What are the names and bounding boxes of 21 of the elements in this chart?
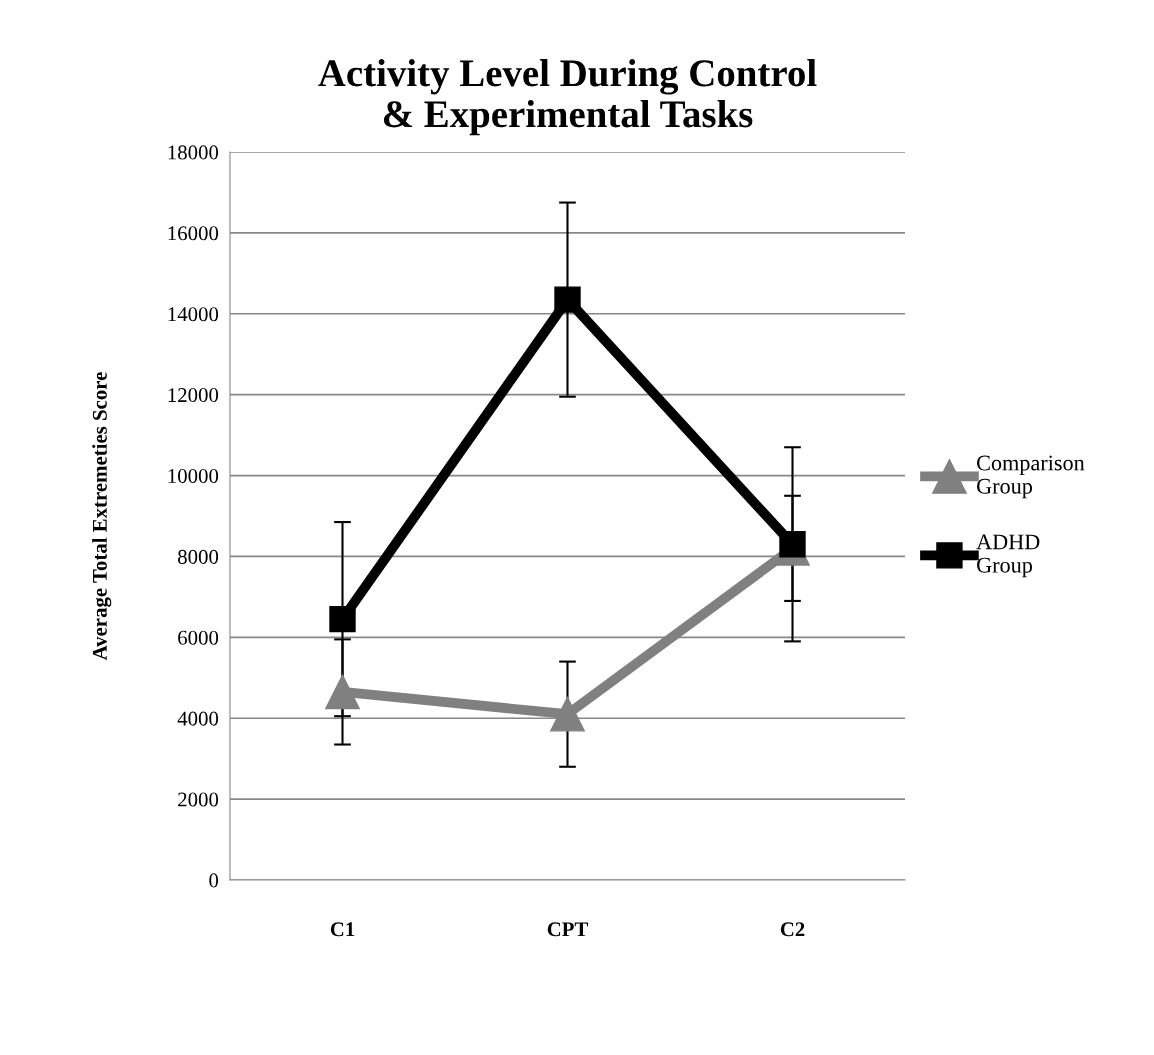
y-tick-label: 8000: [178, 549, 219, 564]
legend-label: ADHD Group: [976, 534, 1040, 578]
y-tick-label: 10000: [168, 468, 219, 483]
point: [554, 286, 581, 313]
y-tick-label: 4000: [177, 711, 219, 726]
y-tick-label: 12000: [168, 388, 219, 403]
y-tick-label: 18000: [168, 145, 219, 160]
x-tick-label: CPT: [547, 922, 589, 937]
y-tick-label: 6000: [178, 630, 219, 645]
y-tick-label: 14000: [168, 307, 219, 322]
x-tick-label: C1: [330, 922, 355, 937]
legend-label: Comparison Group: [977, 455, 1085, 499]
point: [329, 605, 356, 633]
y-tick-label: 0: [209, 873, 219, 888]
x-tick-label: C2: [780, 922, 805, 937]
chart-title: Activity Level During Control & Experimental Tasks: [318, 59, 817, 136]
y-tick-label: 16000: [168, 226, 219, 241]
y-axis-title: Average Total Extremeties Score: [92, 372, 112, 661]
point: [550, 696, 585, 732]
y-tick-label: 2000: [178, 792, 219, 807]
point: [325, 674, 360, 710]
